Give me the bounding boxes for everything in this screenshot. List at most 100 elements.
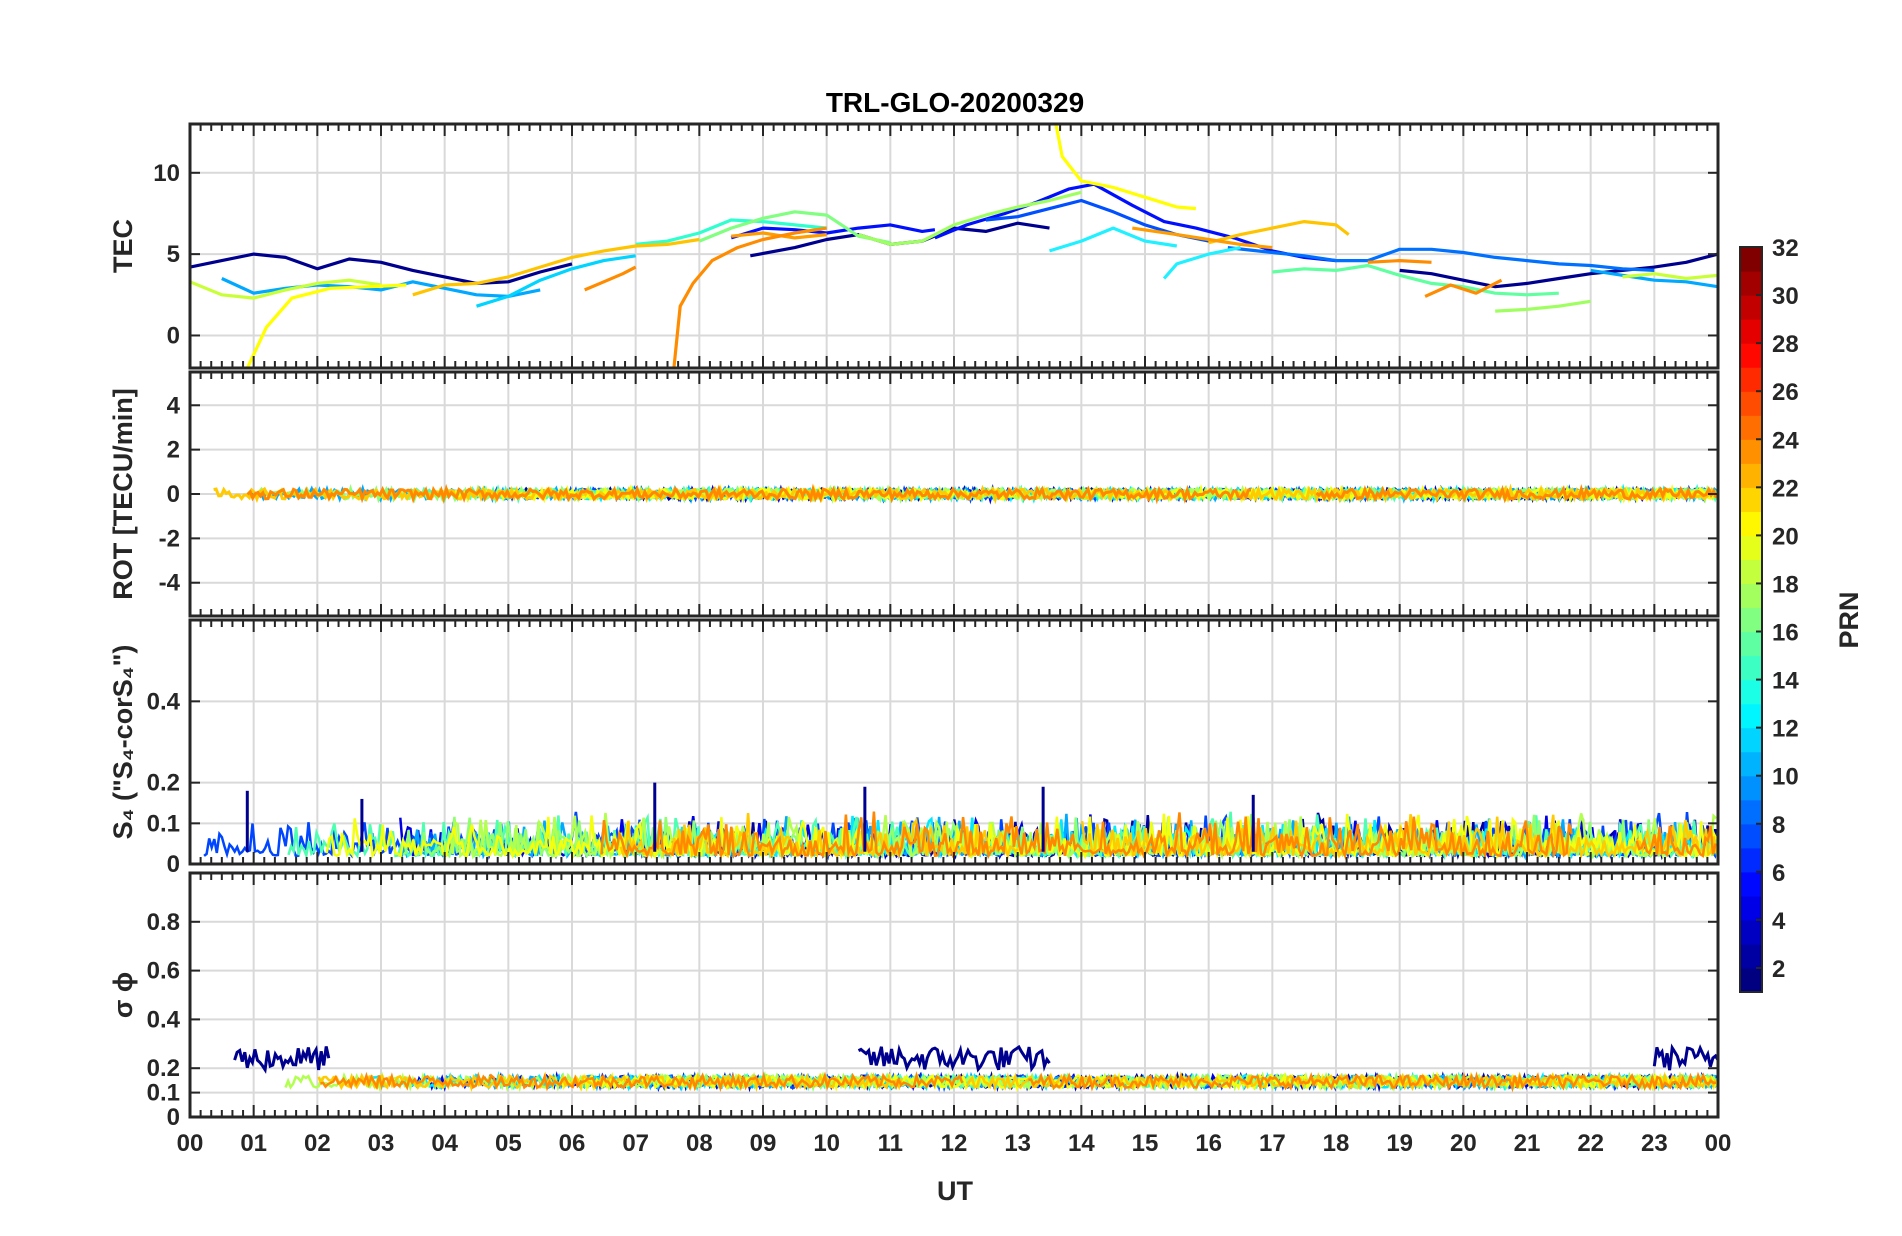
series-trace-prn-20 xyxy=(325,815,881,861)
x-tick-label: 02 xyxy=(304,1130,331,1157)
colorbar-segment xyxy=(1740,871,1762,897)
panel-rot: -4 -2 0 2 4 ROT [TECU/min] xyxy=(108,370,1720,618)
colorbar-tick-label: 16 xyxy=(1772,620,1799,647)
series-line-prn-10 xyxy=(221,277,541,298)
series-line-prn-2 xyxy=(1399,252,1718,289)
colorbar-segment xyxy=(1740,463,1762,488)
x-tick-label: 23 xyxy=(1641,1130,1668,1157)
series-trace-prn-22 xyxy=(317,1071,903,1093)
series-line-prn-24 xyxy=(1367,259,1432,264)
series-line-prn-18 xyxy=(1622,272,1718,281)
series-line-prn-15 xyxy=(1272,263,1559,297)
x-tick-label: 07 xyxy=(622,1130,649,1157)
y-tick-label: 10 xyxy=(153,160,180,187)
colorbar-tick-label: 10 xyxy=(1772,764,1799,791)
panel-tec: 0 5 10 TEC xyxy=(108,122,1720,370)
x-axis-label: UT xyxy=(937,1176,973,1206)
y-tick-label: 0.6 xyxy=(147,958,180,985)
colorbar-tick-label: 8 xyxy=(1772,812,1785,839)
series-trace-prn-24 xyxy=(1315,484,1718,504)
x-tick-label: 00 xyxy=(1705,1130,1732,1157)
y-tick-label: 0.8 xyxy=(147,909,180,936)
x-tick-label: 06 xyxy=(559,1130,586,1157)
colorbar-tick-label: 4 xyxy=(1772,908,1786,935)
colorbar-segment xyxy=(1740,391,1762,416)
series-trace-prn-2 xyxy=(233,1044,331,1074)
y-tick-label: 0.1 xyxy=(147,1080,180,1107)
series-trace-prn-24 xyxy=(1028,1071,1716,1093)
x-tick-label: 10 xyxy=(813,1130,840,1157)
colorbar-segment xyxy=(1740,631,1762,657)
x-tick-label: 00 xyxy=(177,1130,204,1157)
colorbar-segment xyxy=(1740,775,1762,801)
chart-title: TRL-GLO-20200329 xyxy=(826,87,1084,118)
series-line-prn-10 xyxy=(1590,268,1718,289)
series-trace-prn-2 xyxy=(1652,1043,1718,1071)
x-tick-label: 19 xyxy=(1386,1130,1413,1157)
x-tick-label: 12 xyxy=(941,1130,968,1157)
series-line-prn-24 xyxy=(672,226,827,368)
series-trace-prn-24 xyxy=(320,1070,964,1093)
x-tick-label: 13 xyxy=(1004,1130,1031,1157)
series-trace-prn-24 xyxy=(1635,825,1717,858)
colorbar-label: PRN xyxy=(1834,591,1864,648)
series-line-prn-23 xyxy=(1132,226,1273,250)
y-axis-label-s4: S₄ ("S₄-corS₄") xyxy=(108,645,138,840)
series-line-prn-4 xyxy=(730,223,936,240)
series-line-prn-12 xyxy=(1049,226,1178,253)
series-line-prn-12 xyxy=(1162,246,1241,280)
x-tick-label: 05 xyxy=(495,1130,522,1157)
y-tick-label: 0 xyxy=(167,322,180,349)
colorbar-tick-label: 26 xyxy=(1772,379,1799,406)
series-line-prn-18 xyxy=(190,278,382,300)
series-line-prn-24 xyxy=(584,265,637,292)
series-line-prn-7 xyxy=(1227,246,1655,272)
colorbar-tick-label: 24 xyxy=(1772,427,1799,454)
colorbar-segment xyxy=(1740,535,1762,561)
y-tick-label: 0.2 xyxy=(147,1055,180,1082)
y-tick-label: 0 xyxy=(167,851,180,878)
colorbar-segment xyxy=(1740,607,1762,633)
y-tick-label: 0.4 xyxy=(147,688,181,715)
colorbar-tick-label: 20 xyxy=(1772,523,1799,550)
x-tick-label: 22 xyxy=(1577,1130,1604,1157)
colorbar-tick-label: 30 xyxy=(1772,283,1799,310)
series-trace-prn-2 xyxy=(857,1043,1051,1073)
x-tick-label: 11 xyxy=(878,1130,903,1157)
colorbar-segment xyxy=(1740,943,1762,969)
x-tick-label: 03 xyxy=(368,1130,395,1157)
x-tick-label: 09 xyxy=(750,1130,777,1157)
y-tick-label: 0.4 xyxy=(147,1006,181,1033)
x-tick-label: 15 xyxy=(1132,1130,1159,1157)
colorbar-segment xyxy=(1740,751,1762,777)
colorbar-segment xyxy=(1740,559,1762,585)
y-tick-label: 2 xyxy=(167,437,180,464)
x-tick-label: 20 xyxy=(1450,1130,1477,1157)
colorbar-segment xyxy=(1740,319,1762,344)
colorbar-segment xyxy=(1740,511,1762,536)
series-line-prn-20 xyxy=(245,283,407,368)
series-line-prn-20 xyxy=(1054,124,1197,211)
colorbar-frame xyxy=(1739,246,1763,993)
colorbar-segment xyxy=(1740,919,1762,945)
y-axis-label-rot: ROT [TECU/min] xyxy=(108,388,138,599)
plot-area-sigma_phi xyxy=(233,1043,1718,1093)
series-line-prn-2 xyxy=(190,252,573,285)
colorbar-segment xyxy=(1740,271,1762,296)
series-trace-prn-22 xyxy=(619,813,1019,860)
series-line-prn-17 xyxy=(1495,299,1591,313)
plot-area-rot xyxy=(213,483,1718,505)
colorbar-tick-label: 14 xyxy=(1772,668,1799,695)
y-tick-label: 5 xyxy=(167,241,180,268)
colorbar-tick-label: 22 xyxy=(1772,475,1799,502)
x-tick-label: 21 xyxy=(1514,1130,1541,1157)
colorbar-tick-label: 32 xyxy=(1772,235,1799,262)
panel-sigma_phi: 00.10.2 0.4 0.6 0.8 σ ϕ 00 01 02 03 04 05 06 07 08 09 1… xyxy=(108,871,1732,1157)
colorbar-tick-label: 6 xyxy=(1772,860,1785,887)
x-tick-label: 17 xyxy=(1259,1130,1286,1157)
colorbar-segment xyxy=(1740,823,1762,849)
series-line-prn-24 xyxy=(1424,278,1503,298)
y-tick-label: 0 xyxy=(167,481,180,508)
y-axis-label-tec: TEC xyxy=(108,219,138,273)
